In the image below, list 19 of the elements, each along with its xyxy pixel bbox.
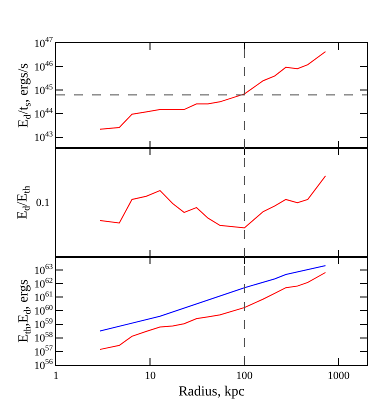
x-tick-label: 1000	[328, 370, 350, 382]
x-tick-label: 1	[53, 370, 59, 382]
y-tick-label: 10$^{47}$	[34, 35, 53, 50]
x-tick-label: 10	[144, 370, 156, 382]
y-tick-label: 10$^{63}$	[34, 262, 53, 277]
x-axis-title: Radius, kpc	[178, 384, 245, 400]
y-tick-label: 10$^{59}$	[34, 316, 53, 332]
y-tick-label: 10$^{58}$	[34, 330, 53, 345]
y-tick-label: 10$^{43}$	[34, 129, 53, 144]
y-tick-label: 10$^{62}$	[34, 276, 53, 290]
y-tick-label: 10$^{46}$	[34, 58, 53, 74]
y-tick-label: 10$^{44}$	[34, 106, 53, 121]
text: 0.1	[36, 197, 50, 209]
y-tick-label: 10$^{61}$	[34, 289, 53, 304]
y-tick-label: 10$^{56}$	[34, 357, 53, 372]
x-tick-label: 100	[236, 370, 254, 382]
y-tick-label: 10$^{57}$	[34, 344, 53, 358]
y-tick-label: 10$^{45}$	[34, 82, 53, 97]
y-tick-label: 10$^{60}$	[34, 302, 53, 318]
